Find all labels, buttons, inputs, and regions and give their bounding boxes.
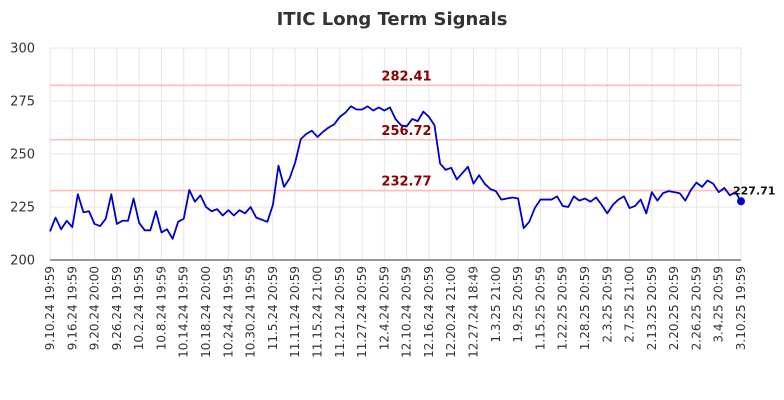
- x-tick-label: 1.3.25 21:00: [489, 266, 503, 343]
- signal-levels: 282.41 256.72 232.77: [50, 69, 741, 192]
- x-tick-label: 1.15.25 20:59: [533, 266, 547, 350]
- signal-level-label: 256.72: [381, 124, 431, 139]
- signal-level-label: 232.77: [381, 175, 431, 190]
- x-tick-label: 1.28.25 20:59: [578, 266, 592, 350]
- x-tick-label: 3.10.25 19:59: [734, 266, 748, 350]
- x-tick-label: 11.27.24 20:59: [355, 266, 369, 358]
- x-tick-label: 12.4.24 20:59: [377, 266, 391, 350]
- y-tick-label: 275: [10, 95, 35, 110]
- x-tick-label: 10.18.24 20:00: [199, 266, 213, 358]
- x-tick-label: 10.2.24 19:59: [132, 266, 146, 350]
- x-tick-label: 11.21.24 20:59: [333, 266, 347, 358]
- x-tick-label: 10.14.24 19:59: [177, 266, 191, 358]
- axes: 200 225 250 275 300 9.10.24 19:59 9.16.24 19:5…: [10, 42, 748, 358]
- x-tick-label: 10.8.24 19:59: [154, 266, 168, 350]
- last-price-label: 227.71: [733, 184, 775, 197]
- x-tick-label: 10.30.24 19:59: [244, 266, 258, 358]
- x-tick-label: 2.3.25 20:59: [600, 266, 614, 343]
- x-tick-label: 12.27.24 18:49: [467, 266, 481, 358]
- signal-level-label: 282.41: [381, 69, 431, 84]
- price-line: [49, 105, 742, 240]
- x-tick-label: 3.4.25 20:59: [712, 266, 726, 343]
- x-tick-label: 1.9.25 20:59: [511, 266, 525, 343]
- y-tick-label: 200: [10, 254, 35, 269]
- x-tick-label: 9.10.24 19:59: [43, 266, 57, 350]
- x-tick-label: 12.16.24 20:59: [422, 266, 436, 358]
- last-price-point: [737, 197, 745, 206]
- x-tick-label: 10.24.24 19:59: [221, 266, 235, 358]
- x-tick-label: 12.10.24 20:59: [400, 266, 414, 358]
- price-series: 227.71: [49, 105, 775, 240]
- y-tick-label: 225: [10, 201, 35, 216]
- x-tick-label: 2.20.25 20:59: [667, 266, 681, 350]
- x-tick-label: 2.26.25 20:59: [689, 266, 703, 350]
- x-tick-label: 9.16.24 19:59: [65, 266, 79, 350]
- grid: [49, 47, 742, 261]
- x-tick-label: 9.20.24 20:00: [88, 266, 102, 350]
- x-tick-label: 11.5.24 20:59: [266, 266, 280, 350]
- y-tick-label: 300: [10, 42, 35, 57]
- x-tick-label: 11.15.24 21:00: [310, 266, 324, 358]
- x-tick-label: 12.20.24 21:00: [444, 266, 458, 358]
- x-tick-label: 9.26.24 19:59: [110, 266, 124, 350]
- chart-title: ITIC Long Term Signals: [277, 9, 508, 30]
- x-tick-label: 2.13.25 20:59: [645, 266, 659, 350]
- x-tick-label: 2.7.25 21:00: [623, 266, 637, 343]
- x-tick-label: 11.11.24 20:59: [288, 266, 302, 358]
- x-tick-label: 1.22.25 20:59: [556, 266, 570, 350]
- y-tick-label: 250: [10, 148, 35, 163]
